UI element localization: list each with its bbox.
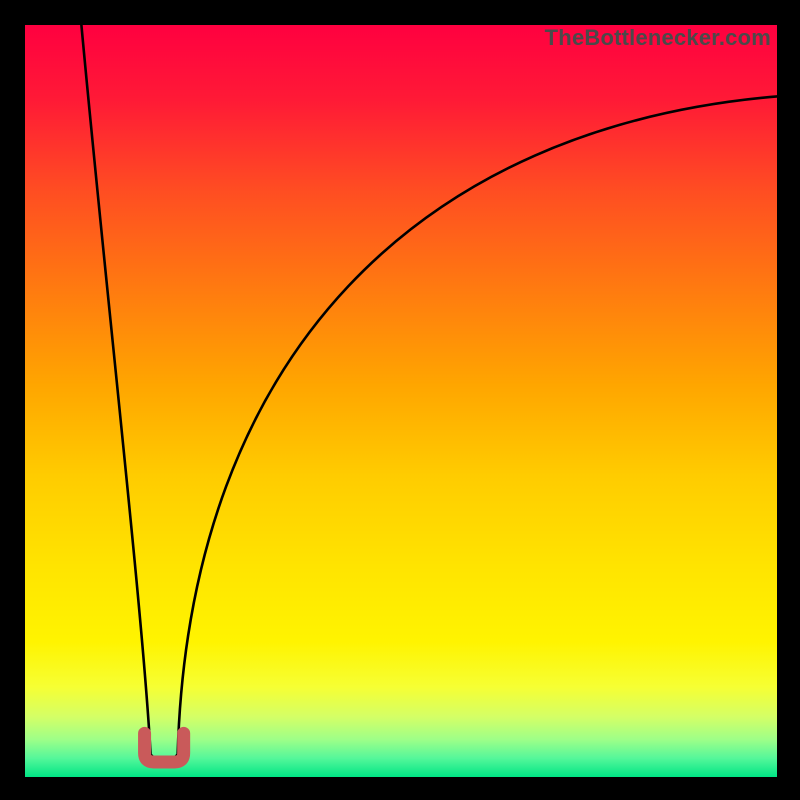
plot-area: TheBottlenecker.com	[25, 25, 777, 777]
curve-layer	[25, 25, 777, 777]
bottleneck-curve	[81, 25, 777, 762]
watermark-text: TheBottlenecker.com	[545, 25, 771, 51]
minimum-marker	[145, 733, 184, 762]
chart-frame: TheBottlenecker.com	[0, 0, 800, 800]
